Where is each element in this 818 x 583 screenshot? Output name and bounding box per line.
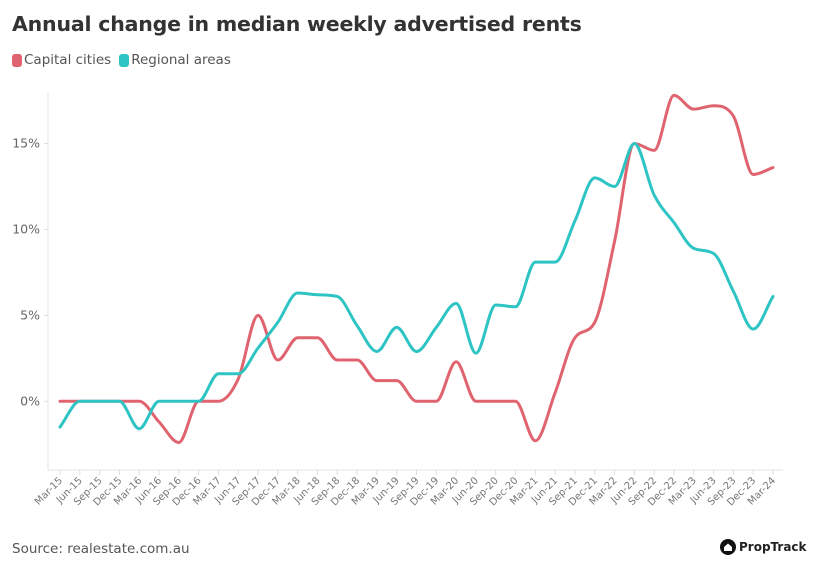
source-note: Source: realestate.com.au bbox=[12, 541, 190, 557]
logo-text: PropTrack bbox=[739, 540, 807, 554]
series-line-regional-areas bbox=[58, 142, 775, 431]
y-tick-label: 15% bbox=[12, 136, 40, 151]
legend-item-capital[interactable]: Capital cities bbox=[12, 52, 111, 68]
legend-swatch-capital bbox=[12, 53, 22, 67]
legend-swatch-regional bbox=[119, 53, 130, 67]
house-icon bbox=[720, 539, 736, 555]
y-tick-label: 10% bbox=[12, 221, 40, 236]
legend-label-regional: Regional areas bbox=[131, 52, 231, 68]
y-tick-label: 0% bbox=[20, 393, 40, 408]
y-tick-label: 5% bbox=[20, 307, 40, 322]
legend-item-regional[interactable]: Regional areas bbox=[119, 52, 231, 68]
chart-title: Annual change in median weekly advertise… bbox=[12, 12, 582, 36]
legend-label-capital: Capital cities bbox=[24, 52, 112, 68]
series-line-capital-cities bbox=[58, 93, 775, 445]
legend: Capital cities Regional areas bbox=[12, 52, 231, 68]
proptrack-logo: PropTrack bbox=[720, 539, 807, 555]
